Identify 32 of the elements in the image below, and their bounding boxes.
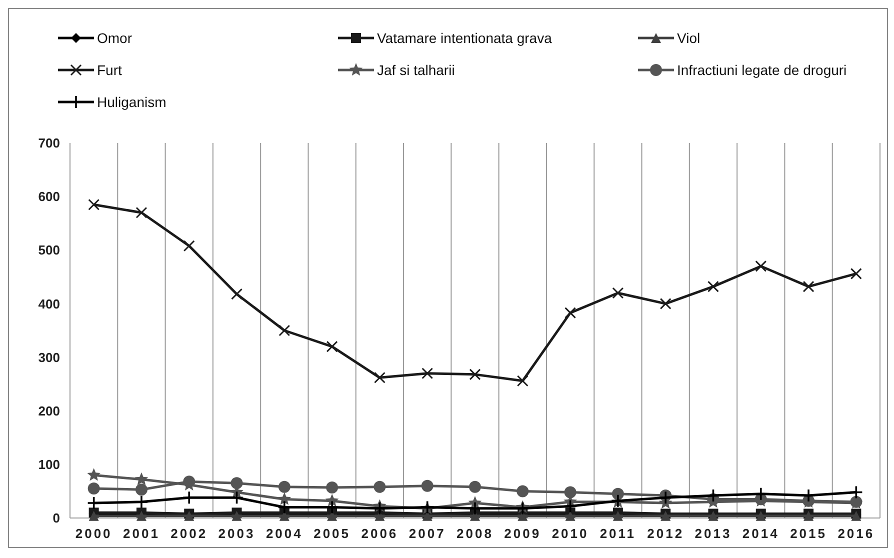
y-tick-label: 300 [38,350,60,365]
x-tick-label: 2009 [504,526,542,541]
y-tick-label: 600 [38,189,60,204]
y-tick-label: 0 [52,510,60,526]
x-tick-label: 2010 [552,526,589,541]
y-tick-label: 700 [38,136,60,151]
x-tick-label: 2002 [170,526,208,541]
legend-label: Viol [677,30,700,46]
legend-label: Vatamare intentionata grava [377,30,552,46]
legend-label: Furt [97,62,122,78]
x-tick-label: 2001 [123,526,160,541]
legend-label: Huliganism [97,94,166,110]
x-tick-label: 2013 [694,526,732,541]
x-tick-label: 2014 [742,526,780,541]
x-tick-label: 2000 [75,526,112,541]
x-tick-label: 2006 [361,526,398,541]
x-tick-label: 2011 [600,526,636,541]
y-tick-label: 100 [38,456,60,472]
x-tick-label: 2005 [314,526,351,541]
x-tick-label: 2007 [408,526,446,541]
x-tick-label: 2008 [456,526,494,541]
x-tick-label: 2015 [790,526,827,541]
legend-label: Omor [97,30,132,46]
y-tick-label: 500 [38,242,60,258]
legend-label: Infractiuni legate de droguri [677,62,847,78]
x-tick-label: 2016 [838,526,875,541]
y-tick-label: 400 [38,296,60,312]
y-tick-label: 200 [38,403,60,418]
x-tick-label: 2003 [218,526,256,541]
x-tick-label: 2004 [266,526,303,541]
legend-label: Jaf si talharii [377,62,455,78]
x-tick-label: 2012 [647,526,684,541]
